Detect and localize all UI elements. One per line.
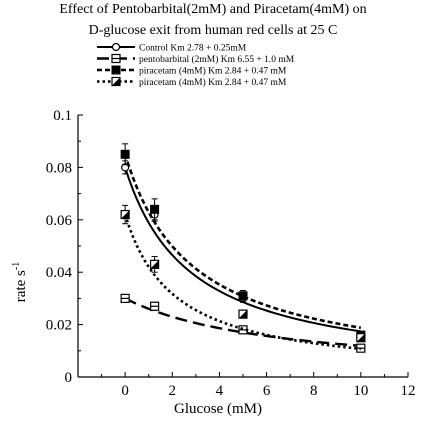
chart-title-line-2: D-glucose exit from human red cells at 2… — [89, 23, 338, 38]
legend-marker — [111, 76, 121, 87]
data-point — [356, 333, 366, 343]
series-curve — [124, 297, 361, 348]
chart-title-line-1: Effect of Pentobarbital(2mM) and Piracet… — [59, 2, 366, 17]
data-point — [150, 259, 160, 269]
x-tick-label: 8 — [310, 383, 318, 399]
x-tick-label: 12 — [401, 383, 416, 399]
legend-item-2: pentobarbital (2mM) Km 6.55 + 1.0 mM — [97, 53, 295, 65]
legend-marker-fill — [112, 77, 120, 86]
data-point — [120, 149, 130, 159]
legend-label: Control Km 2.78 + 0.25mM — [139, 44, 247, 54]
y-tick-label: 0.06 — [46, 213, 73, 229]
legend-item-1: Control Km 2.78 + 0.25mM — [97, 42, 247, 54]
series-4 — [120, 204, 366, 351]
x-axis-title: Glucose (mM) — [174, 401, 262, 417]
plot-area: 0 2 4 6 8 10 12 0 0.02 0.04 0.06 0.08 0.1 — [46, 108, 416, 399]
legend-label: pentobarbital (2mM) Km 6.55 + 1.0 mM — [139, 54, 295, 65]
legend-item-4: piracetam (4mM) Km 2.84 + 0.47 mM — [97, 76, 287, 88]
legend-marker — [111, 42, 121, 52]
x-tick-label: 2 — [169, 383, 177, 399]
y-tick-label: 0.1 — [53, 108, 72, 124]
data-point — [238, 309, 248, 319]
y-tick-label: 0.04 — [46, 265, 73, 281]
series-curve — [123, 153, 362, 330]
x-tick-label: 0 — [121, 383, 129, 399]
legend-item-3: piracetam (4mM) Km 2.84 + 0.47 mM — [97, 65, 287, 77]
y-axis-title: rate s-1 — [11, 262, 29, 302]
x-tick-label: 6 — [263, 383, 271, 399]
data-point — [150, 301, 160, 311]
y-tick-label: 0.02 — [46, 318, 72, 334]
data-point-fill — [150, 260, 159, 269]
series-curve — [123, 214, 361, 351]
y-axis-title-superscript: -1 — [11, 262, 22, 270]
x-tick-label: 4 — [216, 383, 224, 399]
data-point — [120, 209, 130, 220]
y-tick-label: 0 — [65, 370, 73, 386]
series-curve — [124, 167, 362, 333]
legend-label: piracetam (4mM) Km 2.84 + 0.47 mM — [139, 66, 287, 77]
data-point-fill — [239, 310, 247, 319]
data-point-fill — [356, 333, 365, 342]
legend-marker — [111, 65, 121, 75]
y-tick-label: 0.08 — [46, 160, 72, 176]
data-point — [120, 293, 130, 303]
data-point — [238, 291, 248, 301]
legend-marker — [111, 53, 121, 64]
data-point-fill — [121, 210, 130, 219]
y-axis-title-text: rate s — [13, 270, 29, 302]
legend-label: piracetam (4mM) Km 2.84 + 0.47 mM — [139, 77, 287, 88]
x-tick-label: 10 — [353, 383, 368, 399]
data-point — [150, 204, 160, 214]
